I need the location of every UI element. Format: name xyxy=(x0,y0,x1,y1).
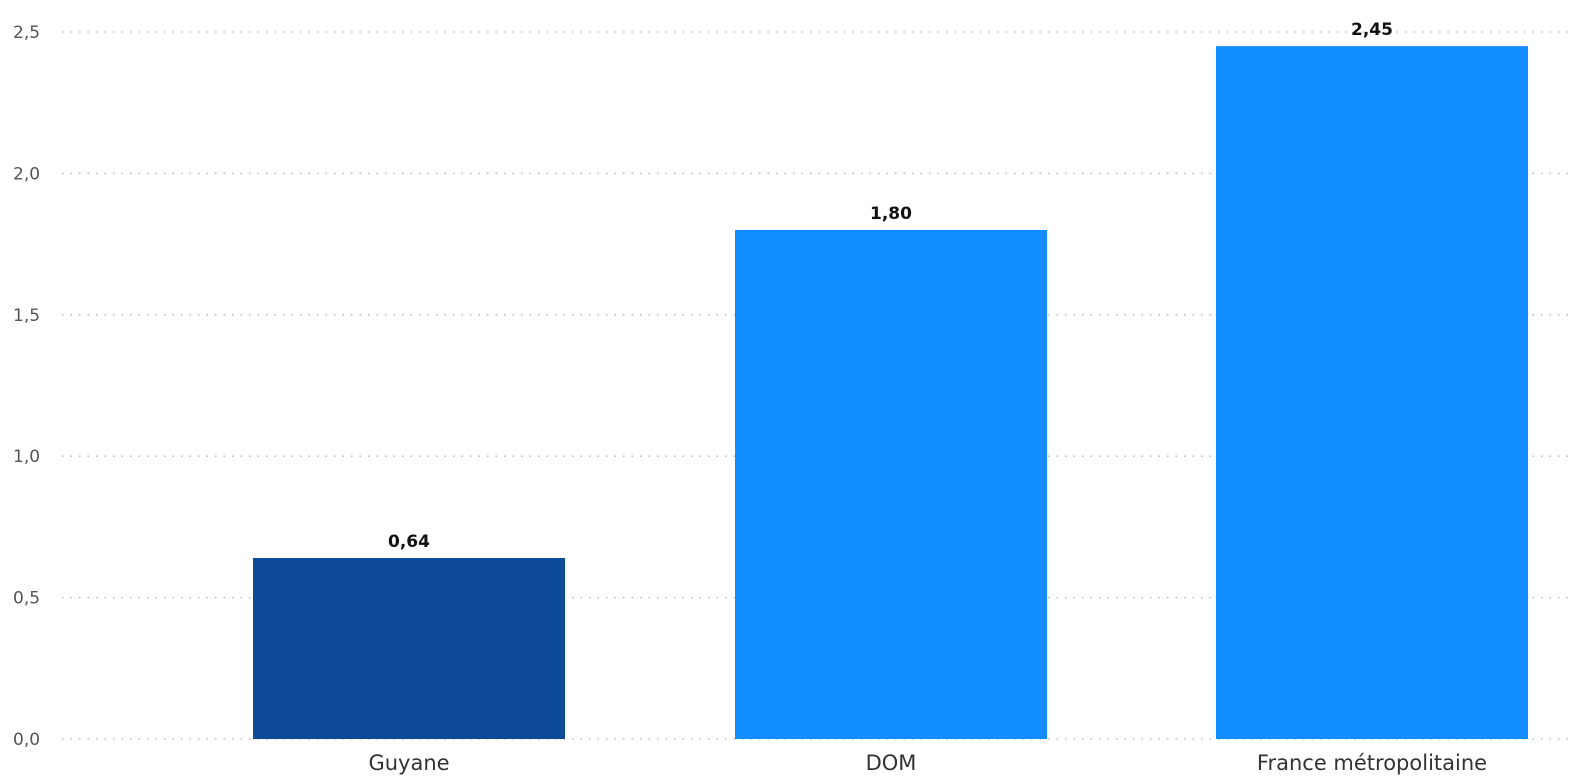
bars xyxy=(253,46,1528,739)
x-tick-label: Guyane xyxy=(368,751,449,775)
x-axis: Guyane DOM France métropolitaine xyxy=(368,751,1487,775)
data-label: 1,80 xyxy=(870,204,912,224)
bar xyxy=(735,229,1047,739)
y-tick-label: 2,5 xyxy=(13,23,40,43)
y-axis: 0,0 0,5 1,0 1,5 2,0 2,5 xyxy=(13,23,40,750)
data-label: 2,45 xyxy=(1351,20,1393,40)
y-tick-label: 1,0 xyxy=(13,447,40,467)
data-labels: 0,64 1,80 2,45 xyxy=(388,20,1393,552)
bar xyxy=(253,558,565,739)
bar xyxy=(1216,46,1528,739)
data-label: 0,64 xyxy=(388,532,430,552)
y-tick-label: 2,0 xyxy=(13,164,40,184)
x-tick-label: France métropolitaine xyxy=(1257,751,1487,775)
y-tick-label: 0,5 xyxy=(13,589,40,609)
x-tick-label: DOM xyxy=(866,751,917,775)
y-tick-label: 0,0 xyxy=(13,730,40,750)
y-tick-label: 1,5 xyxy=(13,306,40,326)
